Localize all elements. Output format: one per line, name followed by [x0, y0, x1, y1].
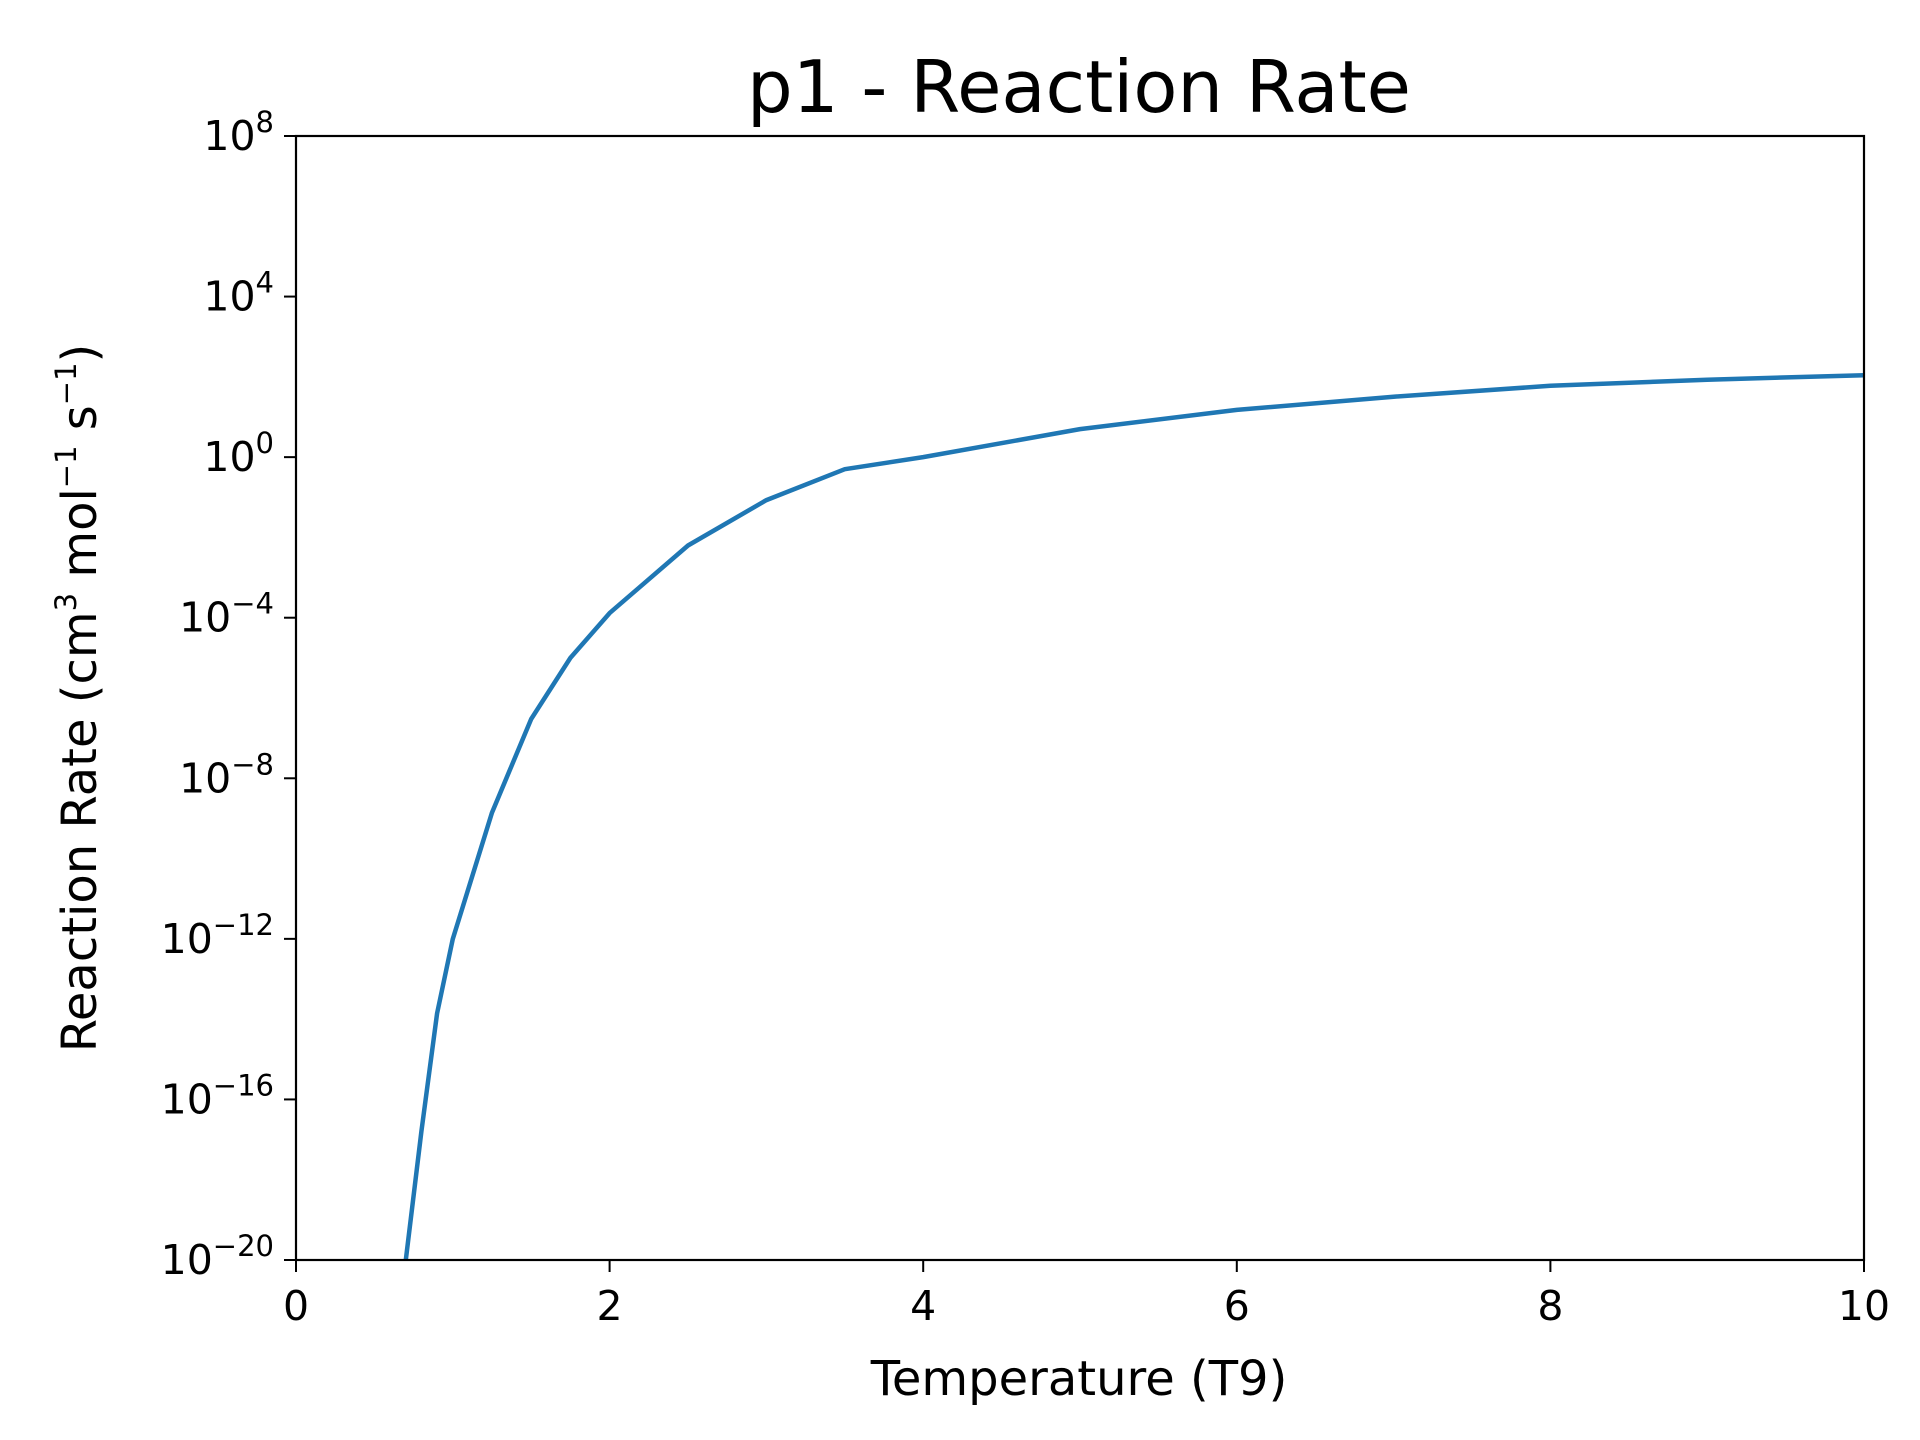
y-axis-label-part: Reaction Rate (cm — [52, 611, 108, 1052]
x-tick-label: 0 — [283, 1282, 309, 1330]
y-tick-label: 10−20 — [161, 1229, 274, 1284]
y-axis-label-part: mol — [52, 488, 108, 593]
plot-frame — [294, 134, 1866, 1262]
chart-title: p1 - Reaction Rate — [747, 45, 1411, 129]
y-axis-label: Reaction Rate (cm3 mol−1 s−1) — [49, 344, 108, 1053]
y-tick-label: 10−12 — [161, 908, 274, 963]
y-axis-label-sup: −1 — [49, 362, 83, 405]
series-line — [403, 372, 1865, 1261]
y-tick-label: 104 — [203, 266, 274, 321]
y-tick-label: 10−8 — [179, 747, 274, 802]
y-axis-ticks: 108 104 100 10−4 10−8 10−12 10−16 10−20 — [161, 105, 296, 1284]
y-tick-label: 100 — [203, 426, 274, 481]
y-tick-label: 108 — [203, 105, 274, 160]
y-axis-label-sup: 3 — [49, 593, 83, 611]
x-tick-label: 2 — [597, 1282, 623, 1330]
x-tick-label: 10 — [1838, 1282, 1890, 1330]
x-axis-label: Temperature (T9) — [870, 1351, 1288, 1407]
y-axis-label-sup: −1 — [49, 445, 83, 488]
x-tick-label: 6 — [1224, 1282, 1250, 1330]
y-axis-label-part: s — [52, 405, 108, 445]
x-tick-label: 8 — [1537, 1282, 1563, 1330]
y-tick-label: 10−16 — [161, 1068, 274, 1123]
y-tick-label: 10−4 — [179, 587, 274, 642]
x-tick-label: 4 — [910, 1282, 936, 1330]
y-axis-label-part: ) — [52, 344, 108, 363]
plot-data — [403, 372, 1865, 1261]
x-axis-ticks: 0 2 4 6 8 10 — [283, 1260, 1890, 1330]
